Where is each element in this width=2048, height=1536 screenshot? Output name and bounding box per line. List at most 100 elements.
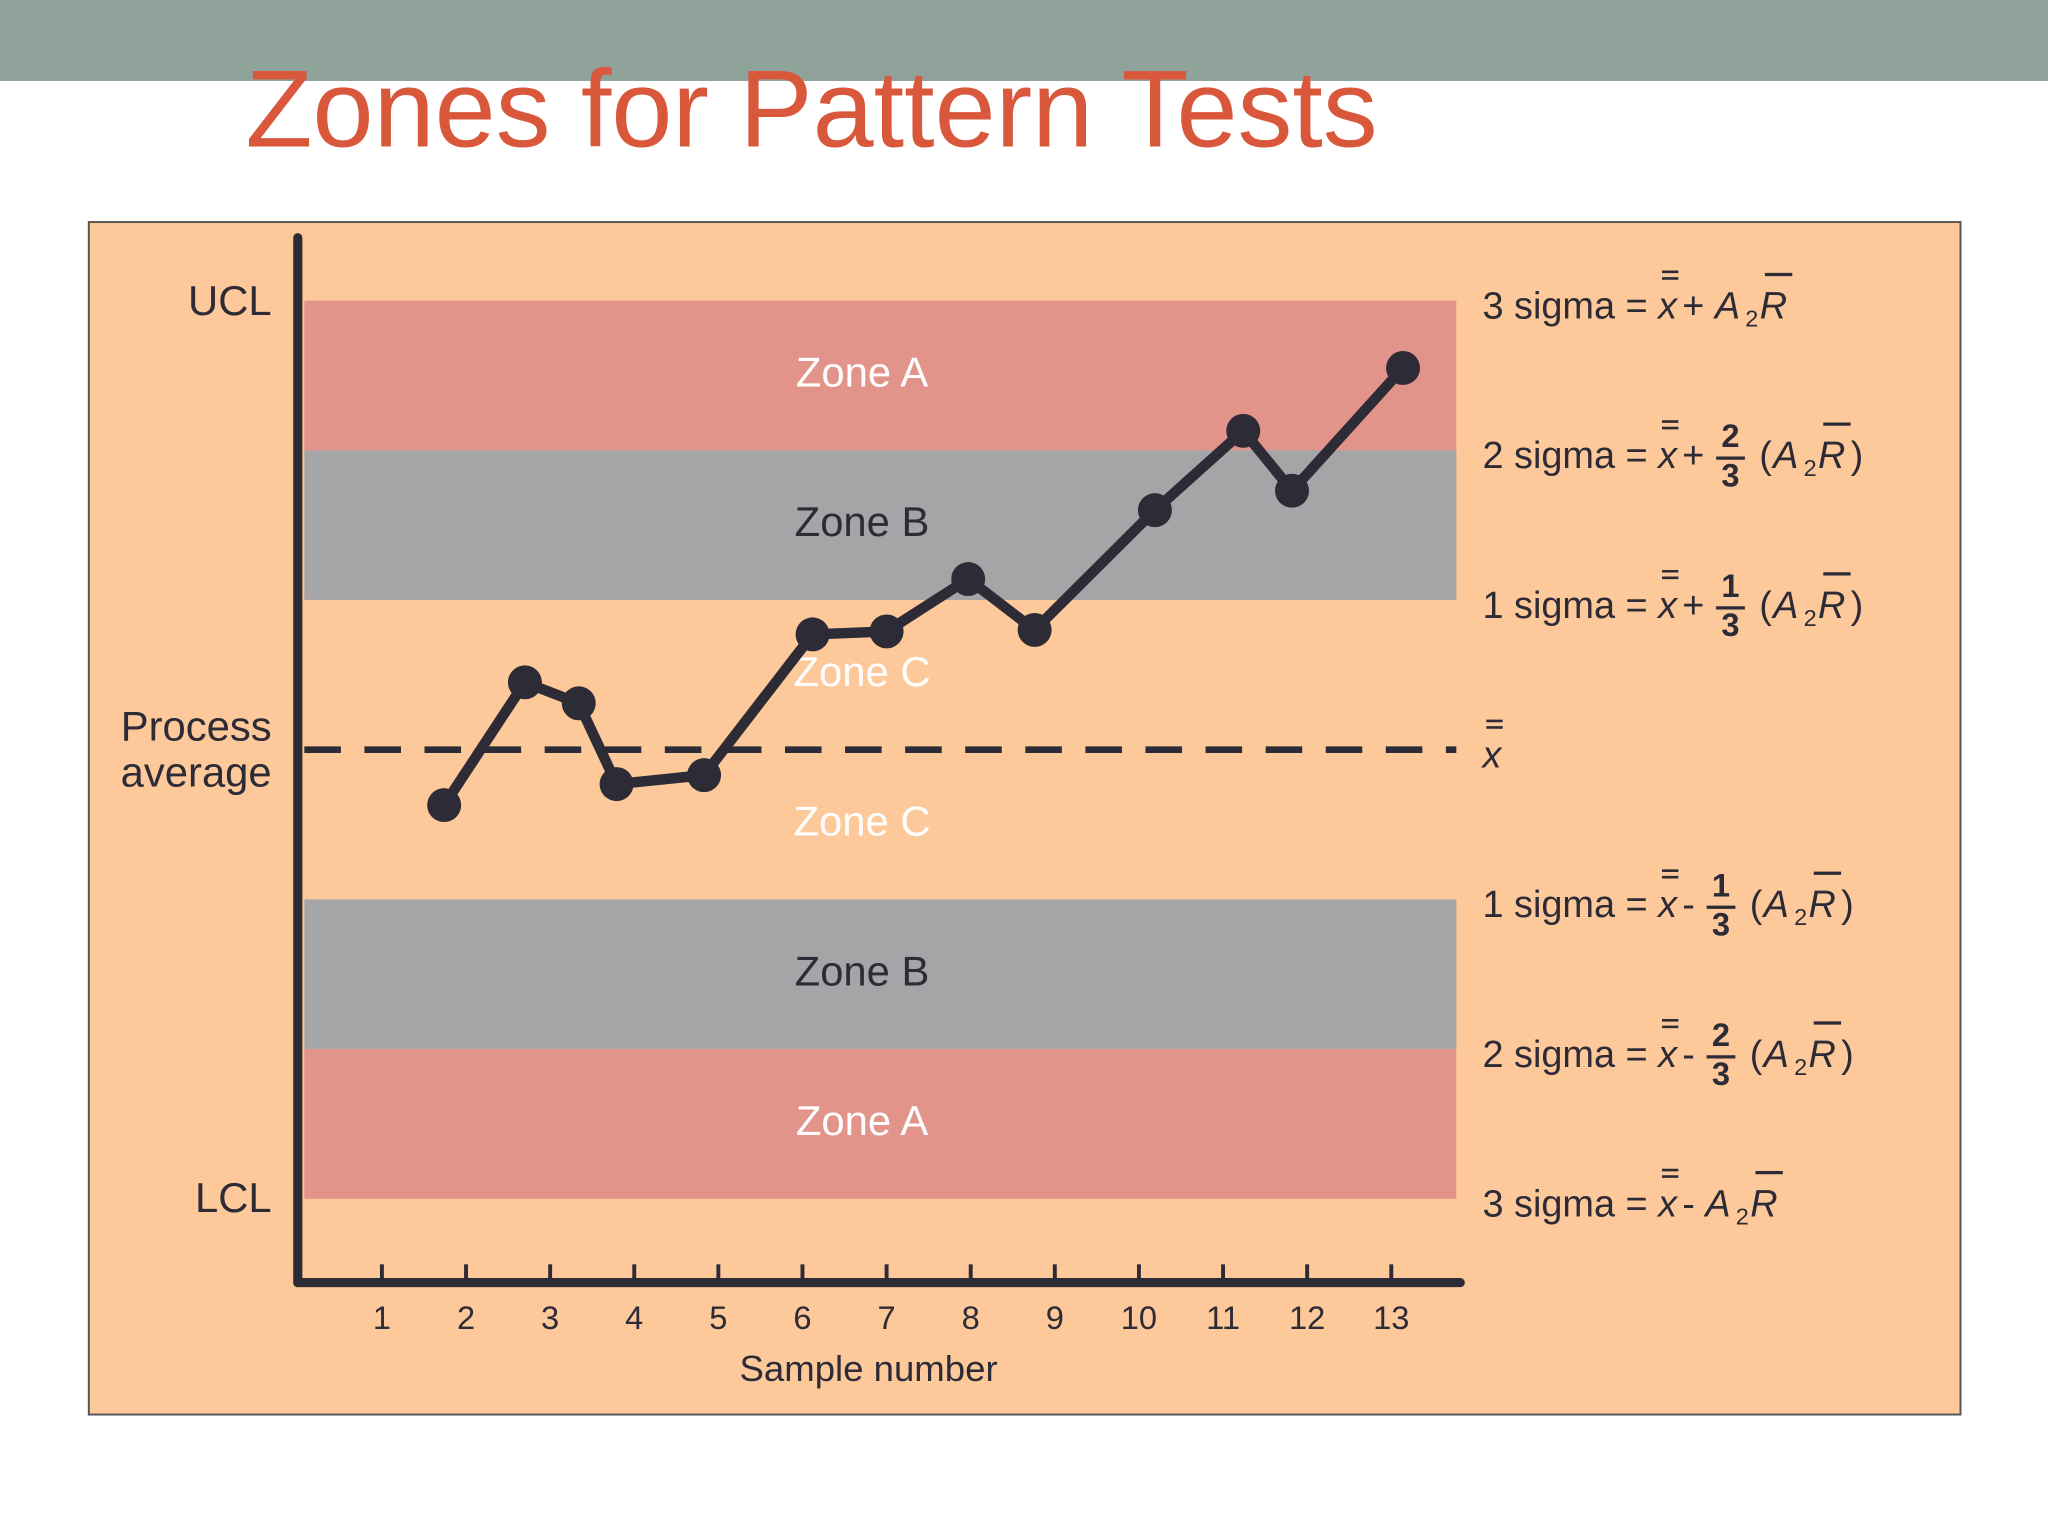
formula-text: x [1656,585,1679,627]
data-point [599,767,634,802]
formula-text: ( [1750,1034,1763,1076]
x-tick-label: 4 [625,1299,643,1336]
zone-band [304,1049,1457,1199]
zone-band [304,300,1457,451]
formula-text: 1 sigma = [1482,585,1647,627]
formula-text: x [1480,735,1503,777]
formula: x [1480,719,1503,777]
formula-text: ) [1851,585,1864,627]
zone-label: Zone A [796,348,929,395]
formula-text: A [1703,1184,1730,1226]
data-point [507,665,542,700]
formula-text: ) [1841,884,1854,926]
fraction-numerator: 2 [1721,417,1739,454]
zone-band [304,450,1457,600]
zone-label: Zone B [795,947,930,994]
header-bar [0,0,2048,81]
fraction-numerator: 1 [1712,866,1730,903]
y-tick-label-wrap: Process average [76,691,275,809]
y-tick-label-box: LCL [76,1140,275,1258]
formula-text: + [1682,435,1704,477]
formula-text: R [1809,884,1836,926]
formula-text: R [1818,585,1845,627]
zone-band [304,749,1457,900]
formula-text: 2 [1745,305,1758,331]
formula-text: 3 sigma = [1482,1184,1647,1226]
zone-label: Zone A [796,1097,929,1144]
zone-label: Zone B [795,498,930,545]
formula-text: - [1682,884,1695,926]
x-axis-label: Sample number [740,1348,998,1389]
x-tick-label: 8 [962,1299,980,1336]
formula-text: ) [1841,1034,1854,1076]
data-point [1137,493,1172,528]
x-tick-label: 12 [1289,1299,1325,1336]
fraction-denominator: 3 [1721,456,1739,493]
formula-text: 2 [1794,1054,1807,1080]
x-tick-label: 7 [878,1299,896,1336]
formula-text: 2 [1794,904,1807,930]
x-tick-label: 3 [541,1299,559,1336]
formula-text: 1 sigma = [1482,884,1647,926]
formula-text: A [1762,884,1789,926]
zone-label: Zone C [794,798,931,845]
formula-text: A [1771,585,1798,627]
y-tick-label: Process average [120,702,272,796]
formula-text: ( [1750,884,1763,926]
formula-text: 2 sigma = [1482,1034,1647,1076]
y-tick-label-box: Process average [76,691,275,809]
fraction-numerator: 2 [1712,1016,1730,1053]
fraction-numerator: 1 [1721,567,1739,604]
formula-text: x [1656,285,1679,327]
zone-label: Zone C [794,648,931,695]
data-point [795,617,830,652]
formula-text: 2 [1736,1204,1749,1230]
data-point [561,686,596,721]
data-point [869,614,904,649]
fraction-denominator: 3 [1721,606,1739,643]
formula: 1 sigma = x -13 (A 2 R) [1482,866,1853,942]
fraction-denominator: 3 [1712,905,1730,942]
y-tick-label-wrap: UCL [76,242,275,360]
x-tick-label: 6 [793,1299,811,1336]
y-tick-label-wrap: LCL [76,1140,275,1258]
data-point [1386,350,1421,385]
x-tick-label: 11 [1206,1299,1240,1336]
formula: 3 sigma = x + A 2 R [1482,270,1793,331]
data-point [427,788,462,823]
chart-title: Zones for Pattern Tests [246,49,1378,171]
formula-text: 2 sigma = [1482,435,1647,477]
formula-text: R [1750,1184,1777,1226]
y-tick-label: LCL [195,1174,272,1222]
formula: 3 sigma = x - A 2 R [1482,1168,1783,1230]
formula-text: R [1818,435,1845,477]
zone-band [304,899,1457,1050]
x-tick-label: 5 [709,1299,727,1336]
formula-text: x [1656,435,1679,477]
formula-text: 3 sigma = [1482,285,1647,327]
formula-text: R [1809,1034,1836,1076]
formula-text: - [1682,1184,1695,1226]
formula-text: A [1771,435,1798,477]
formula: 1 sigma = x +13 (A 2 R) [1482,567,1863,643]
formula-text: 2 [1804,605,1817,631]
data-point [1017,612,1052,647]
x-tick-label: 10 [1121,1299,1157,1336]
formula-text: x [1656,884,1679,926]
data-point [1275,473,1309,508]
data-point [1226,413,1261,448]
formula-text: ) [1851,435,1864,477]
formula: 2 sigma = x -23(A 2 R) [1482,1016,1853,1092]
formula-text: - [1682,1034,1695,1076]
data-point [951,562,986,597]
formula-text: x [1656,1034,1679,1076]
formula-text: ( [1759,585,1772,627]
formula-text: ( [1759,435,1772,477]
data-point [687,758,722,793]
formula-text: x [1656,1184,1679,1226]
formula-text: A [1713,285,1740,327]
formula-text: + [1682,285,1704,327]
formula-text: A [1762,1034,1789,1076]
formula-text: R [1760,285,1787,327]
